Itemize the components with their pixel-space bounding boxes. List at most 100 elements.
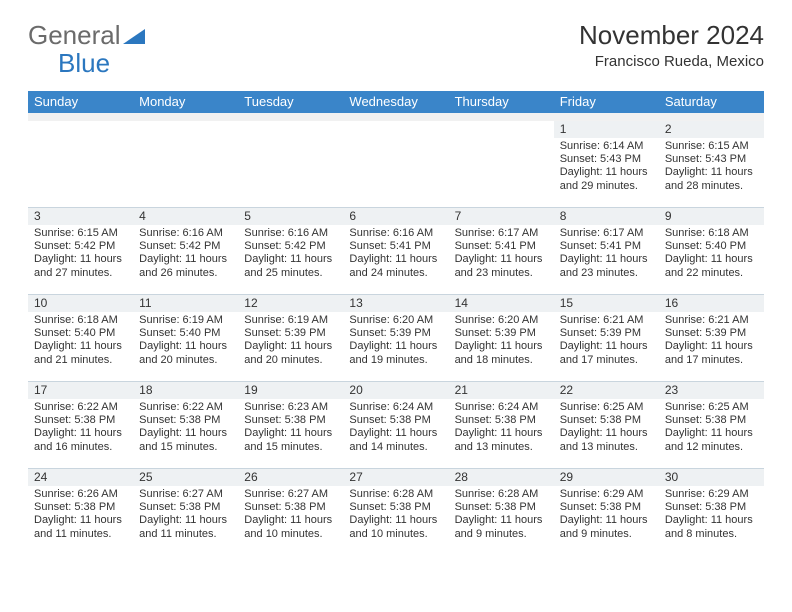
sunrise-line: Sunrise: 6:21 AM (665, 314, 758, 327)
daylight-line1: Daylight: 11 hours (139, 427, 232, 440)
day-number: 29 (554, 469, 659, 486)
sunrise-line: Sunrise: 6:29 AM (665, 488, 758, 501)
daylight-line2: and 9 minutes. (560, 528, 653, 541)
daylight-line1: Daylight: 11 hours (34, 340, 127, 353)
daylight-line1: Daylight: 11 hours (665, 427, 758, 440)
daylight-line2: and 26 minutes. (139, 267, 232, 280)
sunset-line: Sunset: 5:38 PM (349, 501, 442, 514)
sunrise-line: Sunrise: 6:17 AM (560, 227, 653, 240)
day-cell: 4Sunrise: 6:16 AMSunset: 5:42 PMDaylight… (133, 208, 238, 294)
daylight-line2: and 10 minutes. (349, 528, 442, 541)
daylight-line2: and 28 minutes. (665, 180, 758, 193)
sunrise-line: Sunrise: 6:28 AM (349, 488, 442, 501)
location-label: Francisco Rueda, Mexico (579, 53, 764, 70)
weekday-label: Friday (554, 91, 659, 113)
day-number: 7 (449, 208, 554, 225)
day-cell: 12Sunrise: 6:19 AMSunset: 5:39 PMDayligh… (238, 295, 343, 381)
daylight-line2: and 10 minutes. (244, 528, 337, 541)
day-cell: 8Sunrise: 6:17 AMSunset: 5:41 PMDaylight… (554, 208, 659, 294)
day-number: 17 (28, 382, 133, 399)
weekday-label: Wednesday (343, 91, 448, 113)
sunrise-line: Sunrise: 6:21 AM (560, 314, 653, 327)
sunrise-line: Sunrise: 6:18 AM (34, 314, 127, 327)
day-cell: 23 Sunrise: 6:25 AMSunset: 5:38 PMDayligh… (659, 382, 764, 468)
daylight-line1: Daylight: 11 hours (34, 253, 127, 266)
month-title: November 2024 (579, 20, 764, 51)
day-number: 21 (449, 382, 554, 399)
daylight-line2: and 9 minutes. (455, 528, 548, 541)
sunset-line: Sunset: 5:39 PM (560, 327, 653, 340)
daylight-line2: and 22 minutes. (665, 267, 758, 280)
day-cell: 6Sunrise: 6:16 AMSunset: 5:41 PMDaylight… (343, 208, 448, 294)
daylight-line1: Daylight: 11 hours (139, 340, 232, 353)
daylight-line1: Daylight: 11 hours (560, 514, 653, 527)
sunset-line: Sunset: 5:39 PM (349, 327, 442, 340)
sunset-line: Sunset: 5:41 PM (349, 240, 442, 253)
sunrise-line: Sunrise: 6:19 AM (139, 314, 232, 327)
daylight-line1: Daylight: 11 hours (349, 514, 442, 527)
daylight-line1: Daylight: 11 hours (244, 427, 337, 440)
spacer-row (28, 113, 764, 121)
day-cell: 15 Sunrise: 6:21 AMSunset: 5:39 PMDayligh… (554, 295, 659, 381)
daylight-line2: and 20 minutes. (139, 354, 232, 367)
day-number: 5 (238, 208, 343, 225)
daylight-line2: and 15 minutes. (139, 441, 232, 454)
week-row: 10Sunrise: 6:18 AMSunset: 5:40 PMDayligh… (28, 294, 764, 381)
sunset-line: Sunset: 5:42 PM (244, 240, 337, 253)
day-cell: 10Sunrise: 6:18 AMSunset: 5:40 PMDayligh… (28, 295, 133, 381)
week-row: 1Sunrise: 6:14 AMSunset: 5:43 PMDaylight… (28, 121, 764, 207)
sunset-line: Sunset: 5:40 PM (34, 327, 127, 340)
sunrise-line: Sunrise: 6:16 AM (139, 227, 232, 240)
sunrise-line: Sunrise: 6:25 AM (665, 401, 758, 414)
day-number: 11 (133, 295, 238, 312)
day-number: 27 (343, 469, 448, 486)
day-number: 20 (343, 382, 448, 399)
sunrise-line: Sunrise: 6:16 AM (244, 227, 337, 240)
daylight-line2: and 13 minutes. (455, 441, 548, 454)
sunrise-line: Sunrise: 6:22 AM (139, 401, 232, 414)
daylight-line1: Daylight: 11 hours (665, 166, 758, 179)
daylight-line1: Daylight: 11 hours (349, 253, 442, 266)
day-number: 18 (133, 382, 238, 399)
sunrise-line: Sunrise: 6:17 AM (455, 227, 548, 240)
day-number: 8 (554, 208, 659, 225)
sunset-line: Sunset: 5:39 PM (665, 327, 758, 340)
sunset-line: Sunset: 5:38 PM (665, 414, 758, 427)
daylight-line1: Daylight: 11 hours (455, 427, 548, 440)
daylight-line1: Daylight: 11 hours (349, 340, 442, 353)
weekday-label: Saturday (659, 91, 764, 113)
day-number: 26 (238, 469, 343, 486)
daylight-line1: Daylight: 11 hours (139, 514, 232, 527)
sunset-line: Sunset: 5:38 PM (244, 414, 337, 427)
sunrise-line: Sunrise: 6:29 AM (560, 488, 653, 501)
sunrise-line: Sunrise: 6:27 AM (139, 488, 232, 501)
day-number: 23 (659, 382, 764, 399)
sunset-line: Sunset: 5:38 PM (455, 501, 548, 514)
daylight-line2: and 17 minutes. (560, 354, 653, 367)
daylight-line2: and 8 minutes. (665, 528, 758, 541)
day-cell: 16Sunrise: 6:21 AMSunset: 5:39 PMDayligh… (659, 295, 764, 381)
sunrise-line: Sunrise: 6:16 AM (349, 227, 442, 240)
day-number: 9 (659, 208, 764, 225)
daylight-line2: and 27 minutes. (34, 267, 127, 280)
sunrise-line: Sunrise: 6:15 AM (665, 140, 758, 153)
weekday-label: Thursday (449, 91, 554, 113)
daylight-line1: Daylight: 11 hours (455, 253, 548, 266)
day-cell: 26Sunrise: 6:27 AMSunset: 5:38 PMDayligh… (238, 469, 343, 555)
daylight-line2: and 16 minutes. (34, 441, 127, 454)
daylight-line1: Daylight: 11 hours (560, 340, 653, 353)
daylight-line1: Daylight: 11 hours (244, 514, 337, 527)
sunrise-line: Sunrise: 6:28 AM (455, 488, 548, 501)
day-cell: 5Sunrise: 6:16 AMSunset: 5:42 PMDaylight… (238, 208, 343, 294)
day-number: 12 (238, 295, 343, 312)
sunset-line: Sunset: 5:42 PM (139, 240, 232, 253)
day-number: 15 (554, 295, 659, 312)
logo-text-general: General (28, 20, 121, 51)
sunset-line: Sunset: 5:40 PM (139, 327, 232, 340)
day-number: 2 (659, 121, 764, 138)
sunset-line: Sunset: 5:38 PM (665, 501, 758, 514)
daylight-line1: Daylight: 11 hours (349, 427, 442, 440)
daylight-line2: and 12 minutes. (665, 441, 758, 454)
daylight-line1: Daylight: 11 hours (665, 253, 758, 266)
day-number: 24 (28, 469, 133, 486)
